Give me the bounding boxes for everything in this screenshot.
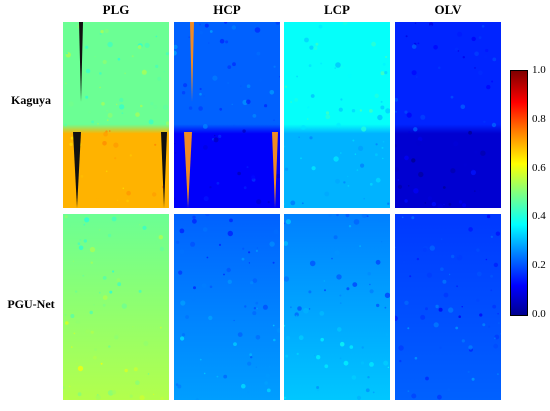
map-panel-pgu-net-plg	[63, 214, 169, 400]
map-panel-pgu-net-lcp	[284, 214, 390, 400]
map-panel-kaguya-lcp	[284, 22, 390, 208]
column-label-olv: OLV	[434, 2, 462, 17]
colorbar	[510, 70, 528, 316]
row-label-kaguya: Kaguya	[10, 93, 51, 107]
map-panel-kaguya-olv	[395, 22, 501, 208]
colorbar-tick: 0.0	[532, 308, 546, 320]
map-panel-kaguya-hcp	[174, 22, 280, 208]
map-panel-pgu-net-hcp	[174, 214, 280, 400]
column-label-plg: PLG	[102, 2, 130, 17]
column-label-lcp: LCP	[324, 2, 350, 17]
colorbar-tick: 0.2	[532, 259, 546, 271]
column-label-hcp: HCP	[213, 2, 241, 17]
colorbar-tick: 0.8	[532, 113, 546, 125]
row-label-pgu-net: PGU-Net	[7, 297, 55, 311]
colorbar-tick: 0.6	[532, 162, 546, 174]
map-panel-pgu-net-olv	[395, 214, 501, 400]
colorbar-tick: 0.4	[532, 210, 546, 222]
colorbar-tick: 1.0	[532, 64, 546, 76]
map-panel-kaguya-plg	[63, 22, 169, 208]
